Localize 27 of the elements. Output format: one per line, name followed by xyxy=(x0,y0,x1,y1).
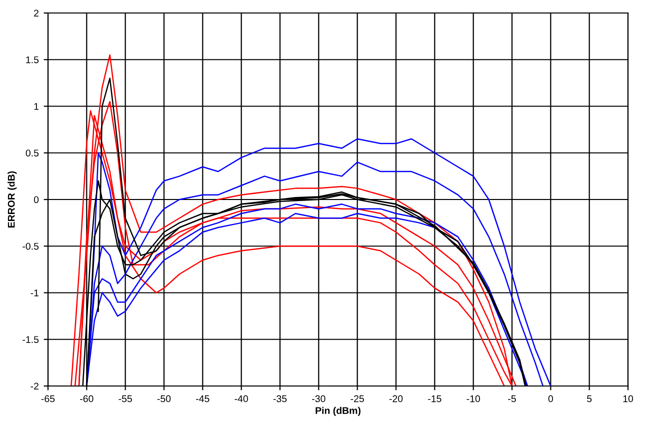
y-tick-label: -0.5 xyxy=(22,242,39,250)
x-tick-label: -25 xyxy=(350,395,364,402)
x-tick-label: -15 xyxy=(428,395,442,402)
x-tick-label: -55 xyxy=(118,395,132,402)
y-tick-label: 0.5 xyxy=(26,150,39,156)
x-axis-title: Pin (dBm) xyxy=(316,406,360,416)
y-tick-label: -1 xyxy=(30,290,38,296)
x-tick-label: -20 xyxy=(389,395,403,402)
x-tick-label: -45 xyxy=(196,395,210,402)
y-tick-label: 1.5 xyxy=(26,56,39,64)
x-tick-label: -35 xyxy=(273,395,287,402)
y-axis-title: ERROR (dB) xyxy=(8,171,17,228)
x-tick-label: 5 xyxy=(587,395,592,402)
x-tick-label: -60 xyxy=(80,395,94,402)
y-tick-label: 2 xyxy=(34,10,38,17)
x-tick-label: -40 xyxy=(234,395,248,402)
x-tick-label: -5 xyxy=(508,395,516,402)
x-tick-label: 10 xyxy=(623,395,634,402)
x-tick-label: 0 xyxy=(548,395,553,402)
y-tick-label: -1.5 xyxy=(22,336,39,343)
x-tick-label: -65 xyxy=(41,395,55,402)
y-tick-label: 0 xyxy=(34,196,39,204)
y-tick-label: 1 xyxy=(34,103,38,110)
x-tick-label: -50 xyxy=(157,395,171,402)
y-tick-label: -2 xyxy=(30,382,38,390)
x-tick-label: -10 xyxy=(466,395,480,402)
x-tick-label: -30 xyxy=(312,395,326,402)
